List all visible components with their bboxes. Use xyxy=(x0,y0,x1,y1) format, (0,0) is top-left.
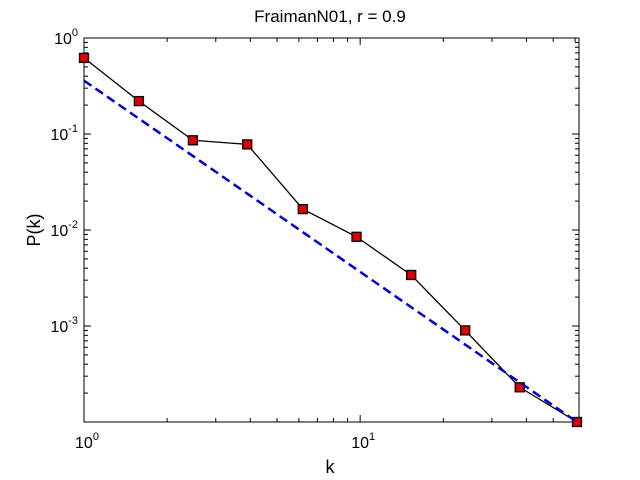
x-tick-label: 101 xyxy=(351,431,375,452)
series-0-marker xyxy=(242,139,253,150)
series-layer xyxy=(78,52,583,428)
series-0-marker xyxy=(297,203,308,215)
series-0-marker xyxy=(133,95,145,107)
x-tick-label-exponent: 1 xyxy=(369,431,375,443)
chart-title: FraimanN01, r = 0.9 xyxy=(254,7,406,26)
x-axis-label: k xyxy=(326,457,336,477)
x-tick-label: 100 xyxy=(75,431,99,452)
series-0-marker xyxy=(514,382,525,393)
series-0-marker xyxy=(351,231,362,242)
series-1-line xyxy=(83,79,578,424)
series-0-marker xyxy=(460,325,471,336)
series-0-marker xyxy=(78,52,90,64)
series-0-line xyxy=(83,57,578,423)
plot-area xyxy=(83,37,580,423)
y-tick-label-base: 10 xyxy=(54,31,72,48)
series-0-marker xyxy=(571,416,583,428)
x-tick-label-base: 10 xyxy=(75,435,93,452)
series-0-marker xyxy=(406,269,417,281)
axes-box xyxy=(83,37,580,423)
y-tick-label-base: 10 xyxy=(50,127,68,144)
y-tick-label: 100 xyxy=(54,27,78,48)
axis-ticks xyxy=(83,37,579,423)
y-tick-label: 10-2 xyxy=(50,219,78,240)
series-0-marker xyxy=(187,135,199,146)
y-tick-label-base: 10 xyxy=(50,319,68,336)
y-tick-label-exponent: -2 xyxy=(68,219,78,231)
y-tick-label-exponent: -1 xyxy=(68,123,78,135)
y-tick-label-base: 10 xyxy=(50,223,68,240)
y-tick-label: 10-1 xyxy=(50,123,78,144)
y-axis-label: P(k) xyxy=(24,214,44,247)
x-tick-label-base: 10 xyxy=(351,435,369,452)
y-tick-label-exponent: 0 xyxy=(72,27,78,39)
y-tick-label-exponent: -3 xyxy=(68,315,78,327)
y-tick-label: 10-3 xyxy=(50,315,78,336)
x-tick-label-exponent: 0 xyxy=(93,431,99,443)
